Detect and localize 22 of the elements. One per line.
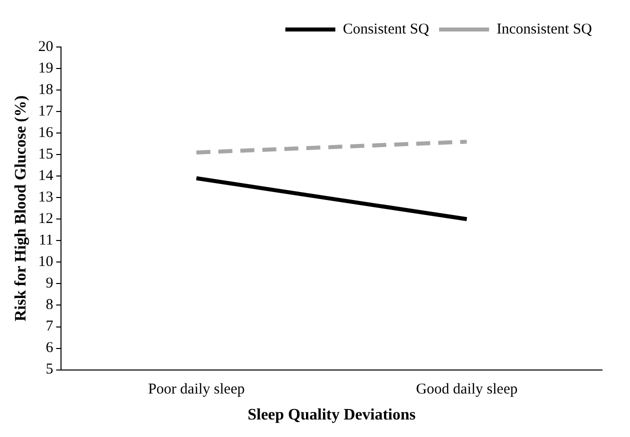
- y-tick-label: 16: [38, 125, 54, 142]
- y-tick-label: 11: [38, 232, 54, 249]
- y-tick-label: 17: [38, 103, 54, 120]
- y-tick-label: 14: [38, 168, 54, 184]
- y-axis-title: Risk for High Blood Glucose (%): [12, 95, 30, 322]
- legend-label: Inconsistent SQ: [496, 21, 592, 38]
- y-tick-label: 7: [46, 318, 54, 335]
- y-tick-label: 8: [46, 297, 54, 314]
- y-tick-label: 15: [38, 146, 54, 163]
- y-tick-label: 19: [38, 60, 54, 76]
- y-tick-label: 10: [38, 254, 54, 270]
- x-tick-label: Poor daily sleep: [148, 382, 245, 398]
- legend-label: Consistent SQ: [342, 21, 430, 38]
- y-tick-label: 13: [38, 190, 54, 206]
- y-tick-label: 5: [46, 362, 54, 378]
- y-tick-label: 9: [46, 276, 54, 292]
- y-tick-label: 6: [46, 340, 54, 356]
- y-tick-label: 12: [38, 211, 54, 228]
- y-tick-label: 20: [38, 38, 54, 55]
- x-axis-title: Sleep Quality Deviations: [248, 406, 416, 424]
- y-tick-label: 18: [38, 82, 54, 98]
- x-tick-label: Good daily sleep: [416, 382, 518, 398]
